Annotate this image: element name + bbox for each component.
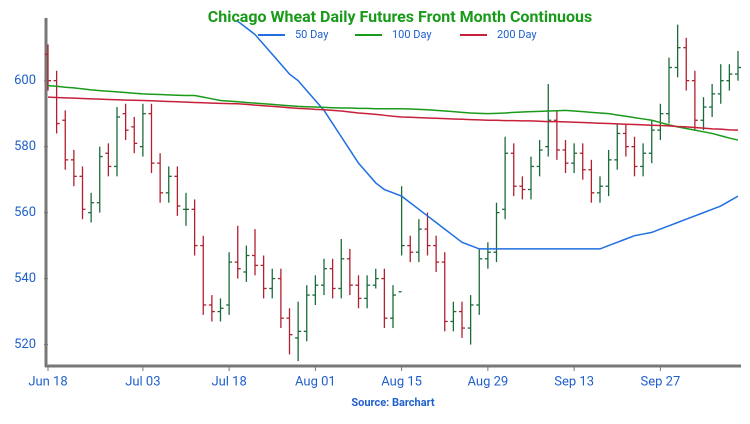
y-tick-label: 520 xyxy=(14,337,36,352)
y-tick-label: 540 xyxy=(14,271,36,286)
x-tick-label: Jul 18 xyxy=(211,374,246,389)
ma-line xyxy=(237,20,739,250)
chart-title: Chicago Wheat Daily Futures Front Month … xyxy=(208,7,592,26)
x-tick-label: Aug 29 xyxy=(468,374,509,389)
legend-label: 100 Day xyxy=(392,28,432,41)
ma-line xyxy=(47,96,739,131)
x-tick-label: Sep 27 xyxy=(641,374,681,389)
y-tick-label: 580 xyxy=(14,139,36,154)
ma-line xyxy=(47,84,739,141)
legend-label: 50 Day xyxy=(295,28,329,41)
x-tick-label: Sep 13 xyxy=(554,374,594,389)
x-tick-label: Jun 18 xyxy=(28,374,67,389)
y-tick-label: 600 xyxy=(14,73,36,88)
x-tick-label: Jul 03 xyxy=(125,374,160,389)
x-tick-label: Aug 15 xyxy=(381,374,422,389)
x-tick-label: Aug 01 xyxy=(295,374,336,389)
legend-label: 200 Day xyxy=(497,28,537,41)
y-tick-label: 560 xyxy=(14,205,36,220)
source: Source: Barchart xyxy=(351,396,434,409)
